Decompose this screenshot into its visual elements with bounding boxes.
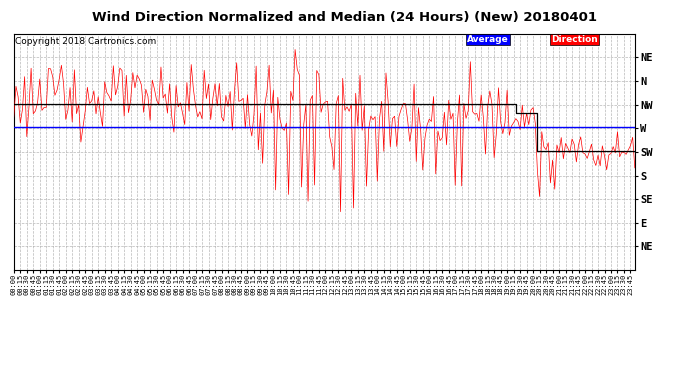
Text: Average: Average — [467, 35, 509, 44]
Text: Copyright 2018 Cartronics.com: Copyright 2018 Cartronics.com — [15, 37, 157, 46]
Text: Direction: Direction — [551, 35, 598, 44]
Text: Wind Direction Normalized and Median (24 Hours) (New) 20180401: Wind Direction Normalized and Median (24… — [92, 11, 598, 24]
